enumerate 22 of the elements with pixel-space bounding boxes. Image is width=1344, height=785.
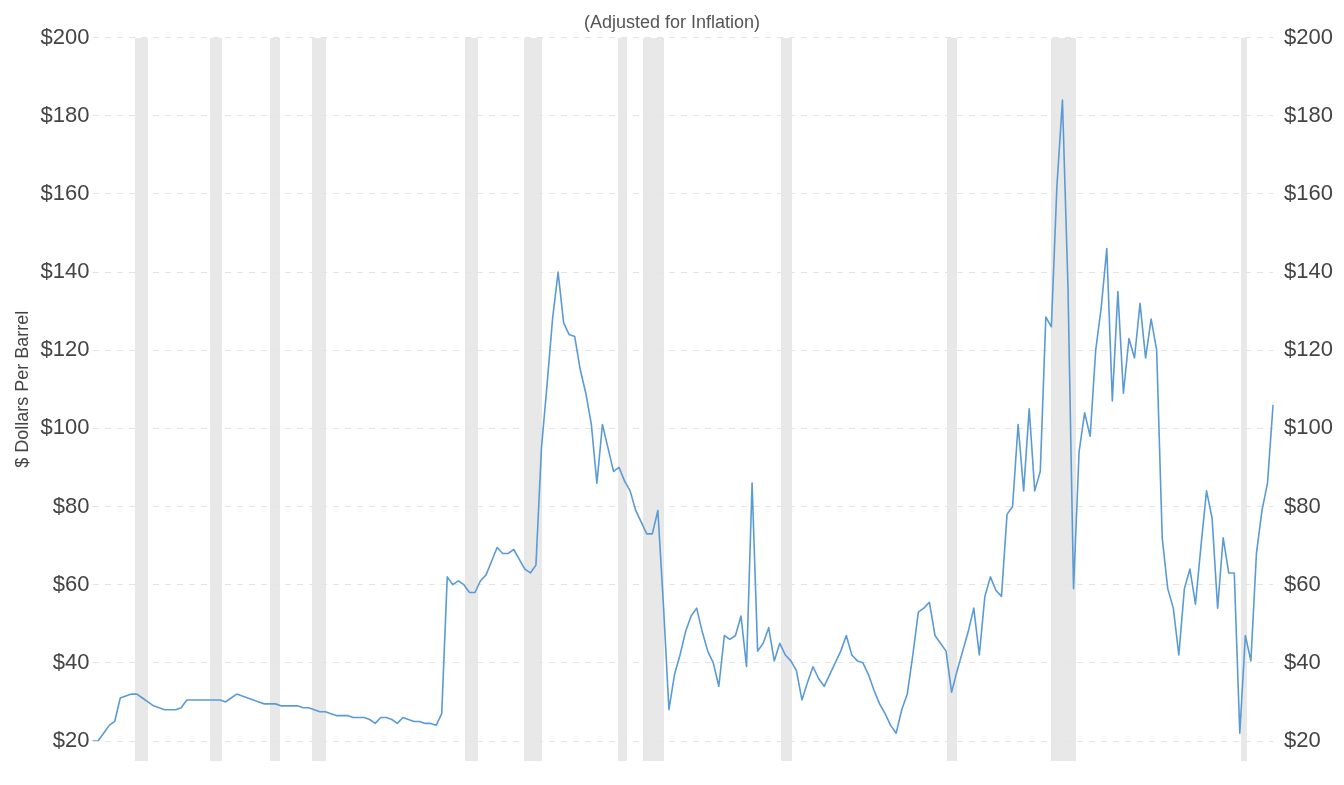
- y2-tick-label: $40: [1284, 648, 1321, 674]
- y-tick-label: $40: [52, 648, 90, 674]
- y2-tick-label: $140: [1284, 258, 1334, 284]
- y-tick-label: $160: [40, 179, 90, 205]
- y2-tick-label: $100: [1284, 414, 1334, 440]
- y-tick-label: $120: [40, 336, 90, 362]
- y2-tick-label: $200: [1284, 23, 1334, 49]
- y-tick-label: $80: [52, 492, 90, 518]
- y2-tick-label: $180: [1284, 101, 1334, 127]
- y2-tick-label: $60: [1284, 570, 1321, 596]
- y-tick-label: $140: [40, 258, 90, 284]
- y-tick-label: $180: [40, 101, 90, 127]
- y2-tick-label: $80: [1284, 492, 1321, 518]
- y2-tick-label: $160: [1284, 179, 1334, 205]
- y-tick-label: $200: [40, 23, 90, 49]
- y2-tick-label: $120: [1284, 336, 1334, 362]
- y2-tick-label: $20: [1284, 727, 1321, 753]
- y-tick-label: $60: [52, 570, 90, 596]
- y-tick-label: $20: [52, 727, 90, 753]
- chart-subtitle: (Adjusted for Inflation): [583, 11, 761, 32]
- y-axis-title: $ Dollars Per Barrel: [11, 310, 32, 468]
- y-tick-label: $100: [40, 414, 90, 440]
